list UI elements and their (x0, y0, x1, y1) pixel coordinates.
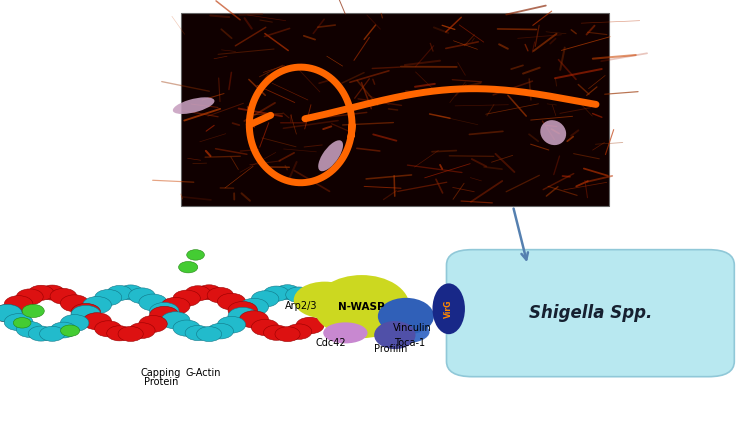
Circle shape (161, 297, 190, 314)
Circle shape (118, 326, 143, 342)
Circle shape (71, 305, 100, 323)
Circle shape (173, 290, 200, 306)
Circle shape (252, 319, 279, 336)
Circle shape (16, 321, 44, 337)
Circle shape (61, 314, 89, 332)
Circle shape (0, 304, 22, 322)
Ellipse shape (379, 321, 430, 343)
Circle shape (4, 296, 33, 313)
Ellipse shape (374, 321, 415, 349)
Circle shape (275, 327, 300, 342)
Text: Arp2/3: Arp2/3 (285, 301, 317, 311)
Circle shape (40, 326, 65, 341)
Circle shape (118, 285, 143, 300)
Text: Capping: Capping (141, 368, 181, 378)
Circle shape (161, 312, 190, 329)
Circle shape (61, 325, 80, 336)
Circle shape (196, 327, 221, 342)
Circle shape (83, 297, 111, 314)
Ellipse shape (173, 97, 215, 114)
Circle shape (263, 286, 289, 301)
Circle shape (296, 293, 324, 309)
Circle shape (40, 285, 65, 300)
Text: Toca-1: Toca-1 (394, 338, 425, 347)
Circle shape (28, 326, 54, 341)
FancyBboxPatch shape (181, 13, 609, 206)
Text: VirG: VirG (444, 300, 453, 318)
Circle shape (275, 285, 300, 300)
Text: Protein: Protein (144, 377, 178, 387)
Circle shape (196, 285, 221, 300)
Circle shape (61, 295, 89, 312)
Circle shape (128, 323, 155, 339)
Circle shape (296, 317, 324, 334)
Circle shape (239, 311, 269, 328)
Circle shape (207, 287, 233, 303)
FancyBboxPatch shape (446, 250, 734, 377)
Circle shape (173, 320, 200, 336)
Circle shape (263, 325, 289, 340)
Circle shape (139, 294, 168, 311)
Circle shape (252, 291, 279, 307)
Circle shape (28, 285, 54, 300)
Circle shape (150, 303, 179, 320)
Text: G-Actin: G-Actin (185, 368, 221, 378)
Circle shape (228, 301, 258, 319)
Circle shape (16, 289, 44, 305)
Circle shape (218, 293, 246, 310)
Circle shape (150, 306, 179, 324)
Ellipse shape (432, 283, 465, 334)
Ellipse shape (318, 140, 343, 171)
Circle shape (179, 261, 198, 273)
Ellipse shape (540, 120, 566, 145)
Ellipse shape (378, 298, 434, 335)
Ellipse shape (323, 322, 368, 343)
Text: N-WASP: N-WASP (338, 302, 385, 311)
Circle shape (107, 286, 132, 300)
Circle shape (94, 290, 122, 306)
Circle shape (187, 250, 204, 260)
Circle shape (239, 298, 269, 315)
Circle shape (50, 288, 77, 304)
Circle shape (4, 314, 33, 331)
Circle shape (0, 304, 22, 322)
Circle shape (185, 286, 210, 301)
Circle shape (13, 318, 31, 328)
Circle shape (185, 325, 210, 341)
Text: Shigella Spp.: Shigella Spp. (528, 304, 652, 322)
Circle shape (218, 316, 246, 333)
Ellipse shape (314, 275, 410, 338)
Circle shape (286, 287, 312, 303)
Circle shape (107, 326, 132, 341)
Circle shape (139, 315, 168, 332)
Circle shape (94, 321, 122, 337)
Circle shape (50, 322, 77, 338)
Circle shape (83, 313, 111, 330)
Circle shape (207, 323, 233, 339)
Circle shape (71, 304, 100, 321)
Ellipse shape (294, 282, 356, 318)
Text: Cdc42: Cdc42 (315, 338, 346, 347)
Circle shape (286, 324, 312, 339)
Circle shape (228, 307, 258, 325)
Text: Profilin: Profilin (374, 344, 408, 353)
Text: Vinculin: Vinculin (393, 323, 431, 332)
Circle shape (128, 288, 155, 304)
Circle shape (22, 304, 44, 318)
